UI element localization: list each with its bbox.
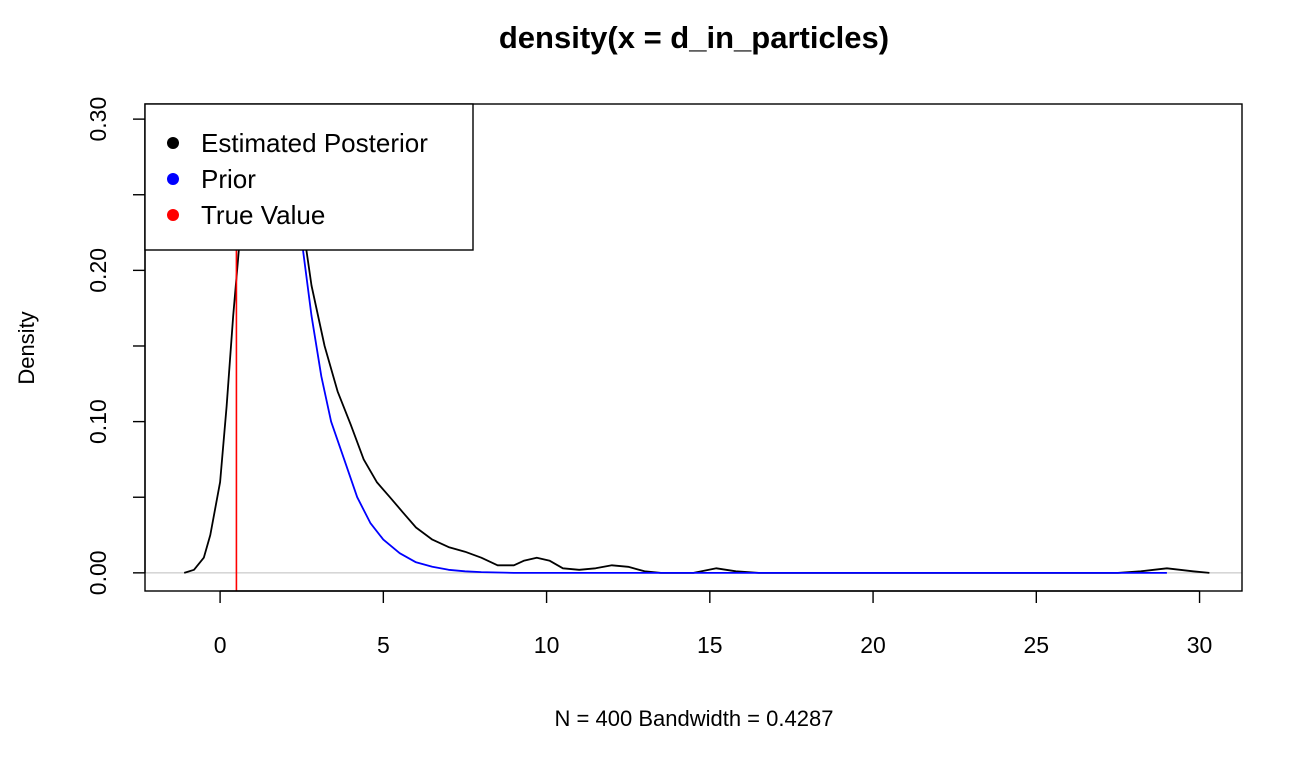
legend-marker-0 xyxy=(167,137,179,149)
legend-label-2: True Value xyxy=(201,200,325,230)
x-tick-label: 0 xyxy=(214,632,227,658)
x-tick-label: 15 xyxy=(697,632,723,658)
legend-marker-1 xyxy=(167,173,179,185)
legend-marker-2 xyxy=(167,209,179,221)
y-tick-label: 0.20 xyxy=(85,248,111,293)
legend-label-0: Estimated Posterior xyxy=(201,128,428,158)
x-tick-label: 30 xyxy=(1187,632,1213,658)
legend-label-1: Prior xyxy=(201,164,256,194)
chart-title: density(x = d_in_particles) xyxy=(499,20,889,55)
x-tick-label: 5 xyxy=(377,632,390,658)
y-axis-label: Density xyxy=(14,311,39,384)
x-tick-label: 10 xyxy=(534,632,560,658)
y-tick-label: 0.30 xyxy=(85,97,111,142)
y-tick-label: 0.00 xyxy=(85,550,111,595)
x-axis-label: N = 400 Bandwidth = 0.4287 xyxy=(555,706,834,731)
series-line-1 xyxy=(281,111,1167,574)
y-tick-label: 0.10 xyxy=(85,399,111,444)
x-tick-label: 20 xyxy=(860,632,886,658)
legend-box xyxy=(144,103,474,251)
x-tick-label: 25 xyxy=(1024,632,1050,658)
